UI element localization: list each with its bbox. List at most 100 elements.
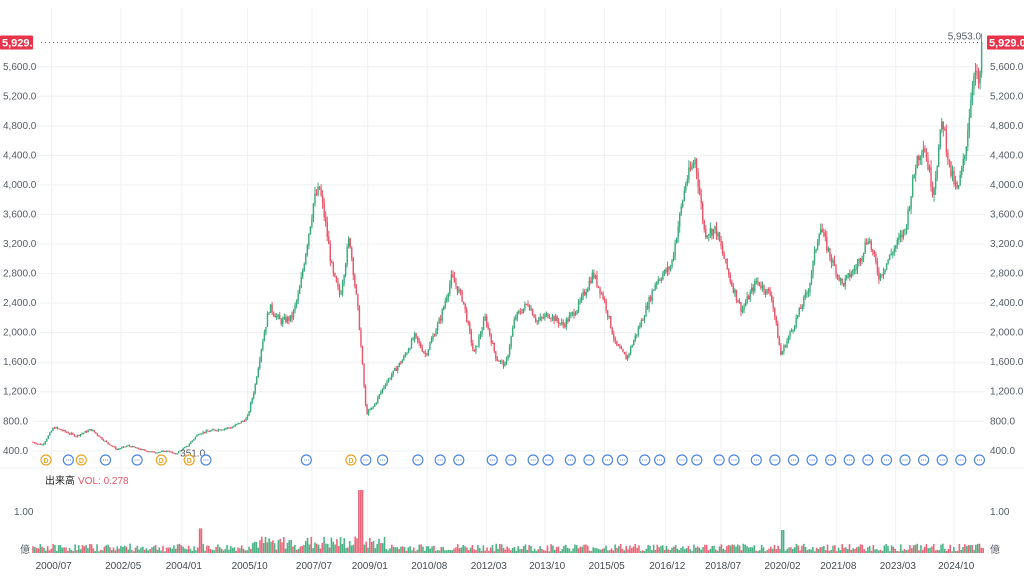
event-marker-dividend[interactable]: D [155, 454, 167, 466]
volume-bar [542, 550, 545, 553]
event-marker-info[interactable] [300, 454, 312, 466]
event-marker-info[interactable] [806, 454, 818, 466]
volume-bar [312, 548, 314, 553]
candle-body [180, 450, 183, 452]
candle-body [896, 239, 899, 246]
volume-bar [262, 542, 265, 553]
event-marker-info[interactable] [750, 454, 762, 466]
candle-body [441, 309, 443, 321]
event-marker-info[interactable] [899, 454, 911, 466]
event-marker-info[interactable] [955, 454, 967, 466]
candle-body [649, 297, 652, 301]
event-marker-info[interactable] [918, 454, 930, 466]
candle-body [585, 292, 587, 295]
event-marker-info[interactable] [564, 454, 576, 466]
event-marker-info[interactable] [973, 454, 986, 466]
event-marker-info[interactable] [542, 454, 554, 466]
event-marker-info[interactable] [505, 454, 517, 466]
event-marker-info[interactable] [691, 454, 703, 466]
event-marker-info[interactable] [583, 454, 595, 466]
candle-body [579, 300, 581, 303]
event-marker-info[interactable] [434, 454, 446, 466]
candle-body [643, 316, 646, 321]
event-marker-info[interactable] [825, 454, 837, 466]
event-marker-info[interactable] [769, 454, 781, 466]
event-marker-info[interactable] [728, 454, 740, 466]
volume-bar [517, 546, 519, 553]
event-marker-info[interactable] [62, 454, 74, 466]
volume-bar [894, 548, 897, 553]
volume-bar [614, 544, 616, 553]
candle-body [683, 190, 686, 201]
volume-bar [436, 549, 439, 553]
event-marker-info[interactable] [616, 454, 629, 466]
candle-body [888, 254, 891, 260]
volume-bar [861, 544, 864, 553]
event-marker-info[interactable] [713, 454, 725, 466]
event-marker-info[interactable] [654, 454, 666, 466]
volume-bar [645, 548, 648, 553]
candle-body [99, 436, 102, 438]
volume-bar [594, 548, 596, 553]
candle-body [708, 234, 710, 236]
event-marker-dividend[interactable]: D [183, 454, 195, 466]
event-marker-info[interactable] [412, 454, 424, 466]
candle-body [200, 433, 203, 435]
volume-bar [901, 550, 904, 553]
candle-body [803, 296, 805, 306]
candle-body [229, 427, 232, 429]
volume-bar [920, 545, 922, 553]
volume-bar [422, 546, 424, 553]
event-marker-info[interactable] [360, 454, 372, 466]
event-marker-info[interactable] [787, 454, 800, 466]
time-tick: 2010/08 [411, 561, 448, 572]
volume-bar [570, 551, 573, 553]
volume-bar [173, 545, 175, 553]
candle-body [49, 432, 51, 436]
event-marker-info[interactable] [527, 454, 539, 466]
volume-bar [537, 549, 540, 553]
event-marker-info[interactable] [200, 454, 212, 466]
candle-body [122, 446, 125, 448]
event-marker-dividend[interactable]: D [75, 454, 87, 466]
candle-body [490, 335, 492, 344]
event-marker-info[interactable] [639, 454, 651, 466]
candle-body [861, 257, 863, 262]
event-marker-dividend[interactable]: D [345, 454, 357, 466]
volume-bar [482, 545, 485, 553]
candle-body [686, 179, 689, 184]
volume-bar [431, 546, 433, 553]
volume-bar [45, 550, 47, 553]
event-marker-info[interactable] [676, 454, 688, 466]
event-marker-info[interactable] [936, 454, 948, 466]
volume-bar [187, 545, 190, 553]
event-marker-info[interactable] [862, 454, 874, 466]
candle-body [910, 196, 912, 209]
event-marker-info[interactable] [880, 454, 893, 466]
volume-bar [826, 544, 829, 553]
event-marker-info[interactable] [453, 454, 465, 466]
event-marker-dividend[interactable]: D [40, 454, 52, 466]
price-tick-left: 3,200.0 [3, 239, 37, 250]
event-marker-info[interactable] [131, 454, 143, 466]
candle-body [636, 334, 638, 336]
candle-body [211, 429, 214, 431]
event-marker-info[interactable] [99, 454, 112, 466]
candle-body [141, 449, 143, 451]
event-marker-info[interactable] [843, 454, 855, 466]
candle-body [115, 446, 117, 450]
volume-bar [140, 547, 142, 553]
candle-body [568, 315, 571, 322]
volume-bar [233, 547, 236, 553]
candle-body [944, 128, 946, 130]
volume-bar [795, 543, 798, 553]
candle-body [934, 178, 937, 189]
event-marker-info[interactable] [601, 454, 614, 466]
candle-body [919, 157, 922, 161]
event-marker-info[interactable] [376, 454, 389, 466]
event-marker-info[interactable] [486, 454, 498, 466]
volume-bar [960, 549, 962, 553]
